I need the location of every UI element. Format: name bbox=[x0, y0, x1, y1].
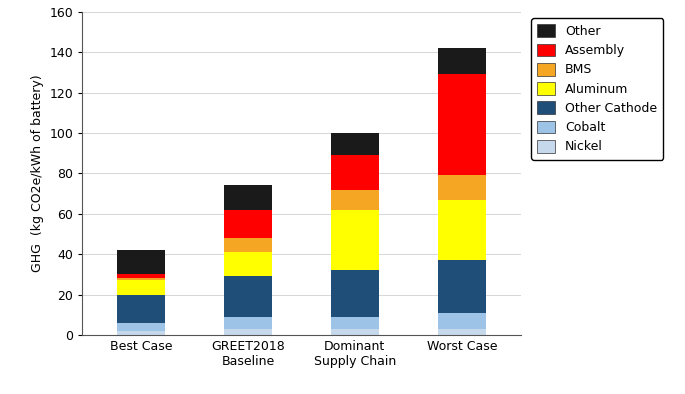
Bar bbox=[438, 175, 486, 200]
Bar bbox=[331, 317, 379, 329]
Bar bbox=[438, 260, 486, 313]
Bar bbox=[117, 331, 165, 335]
Bar bbox=[438, 329, 486, 335]
Bar bbox=[438, 200, 486, 260]
Bar bbox=[438, 313, 486, 329]
Bar bbox=[224, 252, 272, 276]
Bar bbox=[331, 210, 379, 270]
Bar bbox=[117, 250, 165, 274]
Bar bbox=[438, 48, 486, 74]
Bar bbox=[117, 295, 165, 323]
Bar bbox=[331, 190, 379, 210]
Bar bbox=[224, 276, 272, 317]
Bar bbox=[224, 210, 272, 238]
Bar bbox=[117, 323, 165, 331]
Bar bbox=[117, 281, 165, 295]
Bar bbox=[438, 74, 486, 175]
Y-axis label: GHG  (kg CO2e/kWh of battery): GHG (kg CO2e/kWh of battery) bbox=[31, 74, 44, 272]
Bar bbox=[331, 155, 379, 190]
Bar bbox=[331, 270, 379, 317]
Bar bbox=[224, 238, 272, 252]
Bar bbox=[224, 186, 272, 210]
Bar bbox=[331, 329, 379, 335]
Bar bbox=[331, 133, 379, 155]
Bar bbox=[117, 278, 165, 281]
Bar bbox=[224, 329, 272, 335]
Bar bbox=[117, 274, 165, 278]
Bar bbox=[224, 317, 272, 329]
Legend: Other, Assembly, BMS, Aluminum, Other Cathode, Cobalt, Nickel: Other, Assembly, BMS, Aluminum, Other Ca… bbox=[532, 18, 663, 160]
